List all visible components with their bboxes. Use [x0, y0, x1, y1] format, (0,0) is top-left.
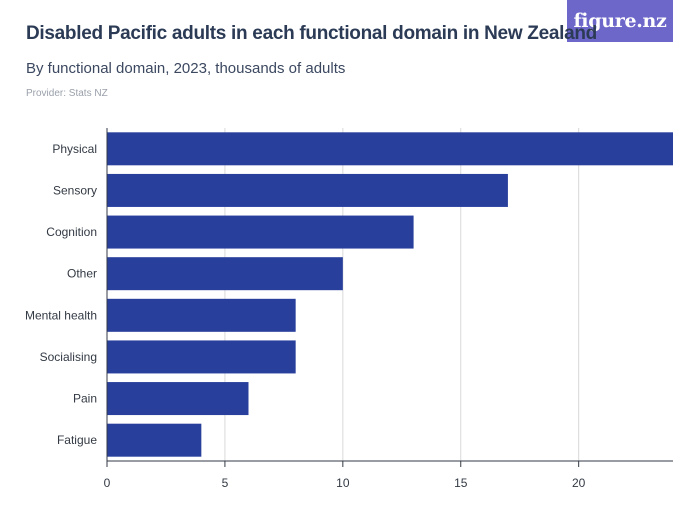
- chart-title: Disabled Pacific adults in each function…: [26, 23, 597, 44]
- category-label-other: Other: [67, 267, 97, 281]
- category-labels: Physical Sensory Cognition Other Mental heal…: [25, 142, 97, 447]
- figure-nz-logo[interactable]: figure.nz: [567, 0, 673, 42]
- data-provider: Provider: Stats NZ: [26, 88, 108, 99]
- category-label-cognition: Cognition: [46, 225, 97, 239]
- x-axis: 0 5 10 15 20: [104, 128, 673, 490]
- x-tick-label-20: 20: [572, 476, 586, 490]
- chart-subtitle: By functional domain, 2023, thousands of…: [26, 60, 346, 77]
- bar-mental-health: [107, 298, 296, 332]
- bar-pain: [107, 382, 249, 416]
- category-label-mental-health: Mental health: [25, 308, 97, 322]
- bar-socialising: [107, 340, 296, 374]
- bar-fatigue: [107, 423, 202, 457]
- x-tick-label-5: 5: [222, 476, 229, 490]
- bar-physical: [107, 132, 673, 166]
- category-label-socialising: Socialising: [40, 350, 97, 364]
- x-tick-label-15: 15: [454, 476, 468, 490]
- category-label-fatigue: Fatigue: [57, 433, 97, 447]
- x-tick-label-10: 10: [336, 476, 350, 490]
- bars: [107, 132, 673, 457]
- bar-sensory: [107, 173, 508, 207]
- category-label-pain: Pain: [73, 392, 97, 406]
- category-label-sensory: Sensory: [53, 183, 97, 197]
- bar-cognition: [107, 215, 414, 249]
- category-label-physical: Physical: [52, 142, 97, 156]
- bar-other: [107, 257, 343, 291]
- x-tick-label-0: 0: [104, 476, 111, 490]
